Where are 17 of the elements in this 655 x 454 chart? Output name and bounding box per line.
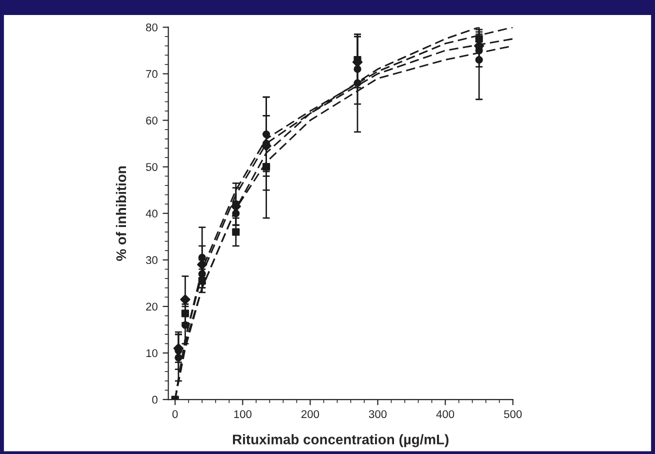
y-axis-title: % of inhibition xyxy=(116,166,126,261)
x-tick-label: 200 xyxy=(301,410,320,418)
y-tick-label: 10 xyxy=(146,349,158,358)
y-tick-label: 20 xyxy=(146,302,158,311)
x-axis-title: Rituximab concentration (µg/mL) xyxy=(232,434,448,448)
y-tick-label: 40 xyxy=(146,210,158,218)
y-tick-label: 0 xyxy=(152,396,158,404)
x-tick-label: 500 xyxy=(504,410,522,418)
x-tick-label: 400 xyxy=(436,410,454,418)
x-tick-label: 300 xyxy=(368,410,387,418)
y-tick-label: 30 xyxy=(146,256,158,264)
y-tick-label: 60 xyxy=(146,116,158,124)
y-tick-label: 70 xyxy=(146,70,158,78)
x-tick-label: 100 xyxy=(234,410,252,418)
y-tick-label: 80 xyxy=(146,24,158,32)
y-tick-label: 50 xyxy=(146,163,158,171)
x-tick-label: 0 xyxy=(172,410,178,418)
